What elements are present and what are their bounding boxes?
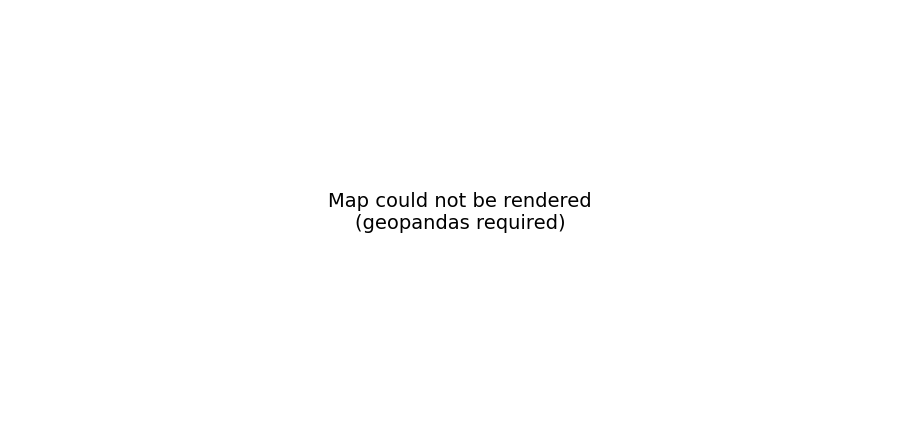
Text: Map could not be rendered
(geopandas required): Map could not be rendered (geopandas req… <box>328 192 591 233</box>
